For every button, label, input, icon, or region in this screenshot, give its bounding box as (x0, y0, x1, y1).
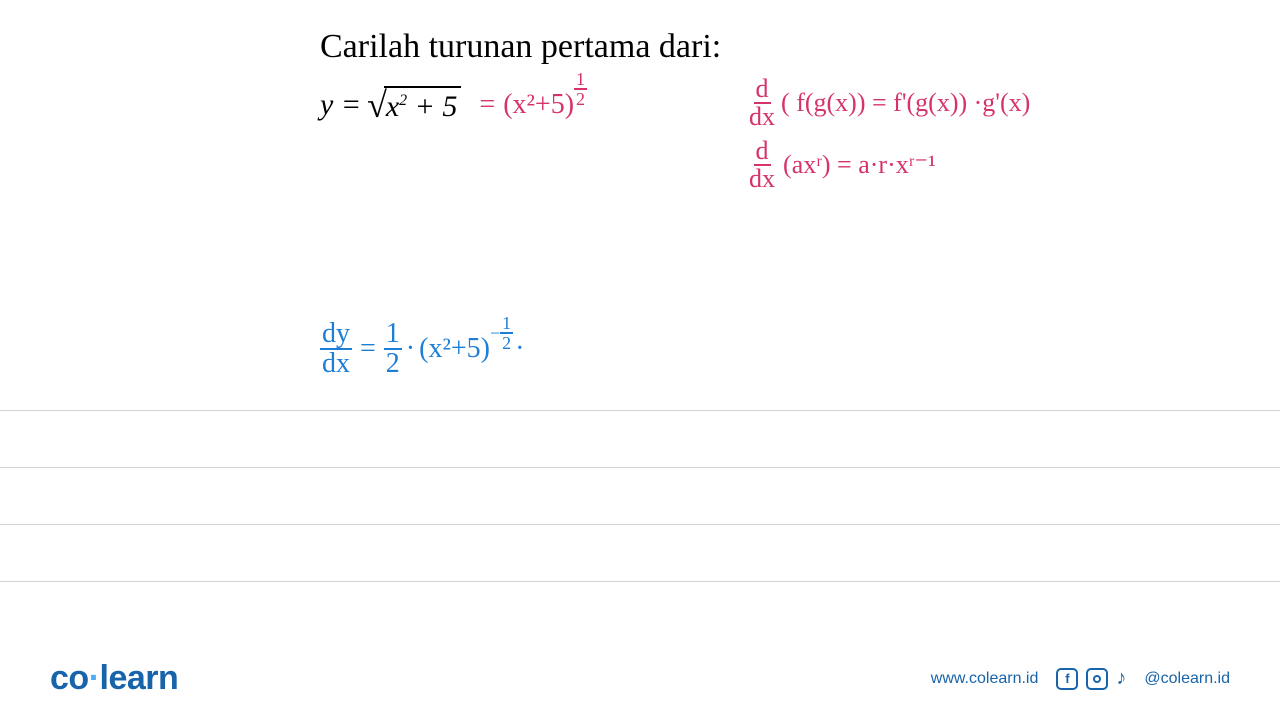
footer-right: www.colearn.id f ♪ @colearn.id (931, 667, 1230, 690)
red-exp-frac: 1 2 (574, 70, 587, 108)
facebook-icon[interactable]: f (1056, 668, 1078, 690)
rule-line (0, 524, 1280, 525)
power-rule: d dx (axʳ) = a·r·xʳ⁻¹ (747, 138, 1030, 192)
power-ddx: d dx (747, 138, 777, 192)
red-exponent: 1 2 (574, 70, 587, 108)
red-exp-den: 2 (574, 90, 587, 108)
rule-line (0, 467, 1280, 468)
power-ddx-num: d (754, 138, 771, 166)
coef-half: 1 2 (384, 320, 402, 378)
chain-body: ( f(g(x)) = f'(g(x)) ·g'(x) (781, 88, 1030, 118)
rule-line (0, 581, 1280, 582)
step-base: (x²+5) (419, 333, 490, 365)
radicand-rest: + 5 (407, 90, 457, 123)
tiktok-icon[interactable]: ♪ (1116, 667, 1126, 690)
footer-handle: @colearn.id (1144, 670, 1230, 688)
rules-column: d dx ( f(g(x)) = f'(g(x)) ·g'(x) d dx (a… (747, 76, 1030, 192)
radicand-x: x (386, 90, 399, 123)
coef-num: 1 (384, 320, 402, 350)
footer: co·learn www.colearn.id f ♪ @colearn.id (0, 659, 1280, 698)
logo-dot: · (89, 659, 100, 697)
dydx-den: dx (320, 350, 352, 378)
rule-line (0, 410, 1280, 411)
brand-logo: co·learn (50, 659, 178, 698)
red-base: (x²+5) (503, 89, 574, 121)
sqrt-expression: √ x2 + 5 (367, 84, 461, 126)
main-equation: y = √ x2 + 5 = (x²+5) 1 2 (320, 84, 587, 126)
chain-ddx-den: dx (747, 104, 777, 130)
radicand-exp: 2 (399, 92, 407, 109)
chain-ddx: d dx (747, 76, 777, 130)
ruled-lines (0, 410, 1280, 638)
sqrt-radicand: x2 + 5 (384, 86, 462, 124)
step-exp-neg: − (490, 323, 500, 344)
eq-lhs: y = (320, 88, 361, 122)
red-rewrite: = (x²+5) 1 2 (471, 86, 587, 124)
chain-rule: d dx ( f(g(x)) = f'(g(x)) ·g'(x) (747, 76, 1030, 130)
step-dot: · (406, 333, 415, 365)
step-eq: = (360, 333, 376, 365)
footer-url[interactable]: www.colearn.id (931, 670, 1039, 688)
instagram-icon[interactable] (1086, 668, 1108, 690)
step-trail: · (515, 333, 524, 365)
step-exp-den: 2 (500, 334, 513, 352)
logo-part-b: learn (100, 659, 179, 697)
power-body: (axʳ) = a·r·xʳ⁻¹ (783, 150, 936, 180)
social-icons: f ♪ (1056, 667, 1126, 690)
logo-part-a: co (50, 659, 89, 697)
red-exp-num: 1 (574, 70, 587, 90)
derivative-step: dy dx = 1 2 · (x²+5) − 1 2 · (320, 320, 524, 378)
coef-den: 2 (384, 350, 402, 378)
step-exp-num: 1 (500, 314, 513, 334)
red-eq-sign: = (479, 89, 495, 121)
step-exp-frac: 1 2 (500, 314, 513, 352)
dydx-num: dy (320, 320, 352, 350)
step-exponent: − 1 2 (490, 314, 513, 352)
power-ddx-den: dx (747, 166, 777, 192)
chain-ddx-num: d (754, 76, 771, 104)
dydx: dy dx (320, 320, 352, 378)
problem-title: Carilah turunan pertama dari: (320, 28, 1240, 66)
equation-row: y = √ x2 + 5 = (x²+5) 1 2 (320, 84, 1240, 192)
content-area: Carilah turunan pertama dari: y = √ x2 +… (320, 28, 1240, 192)
